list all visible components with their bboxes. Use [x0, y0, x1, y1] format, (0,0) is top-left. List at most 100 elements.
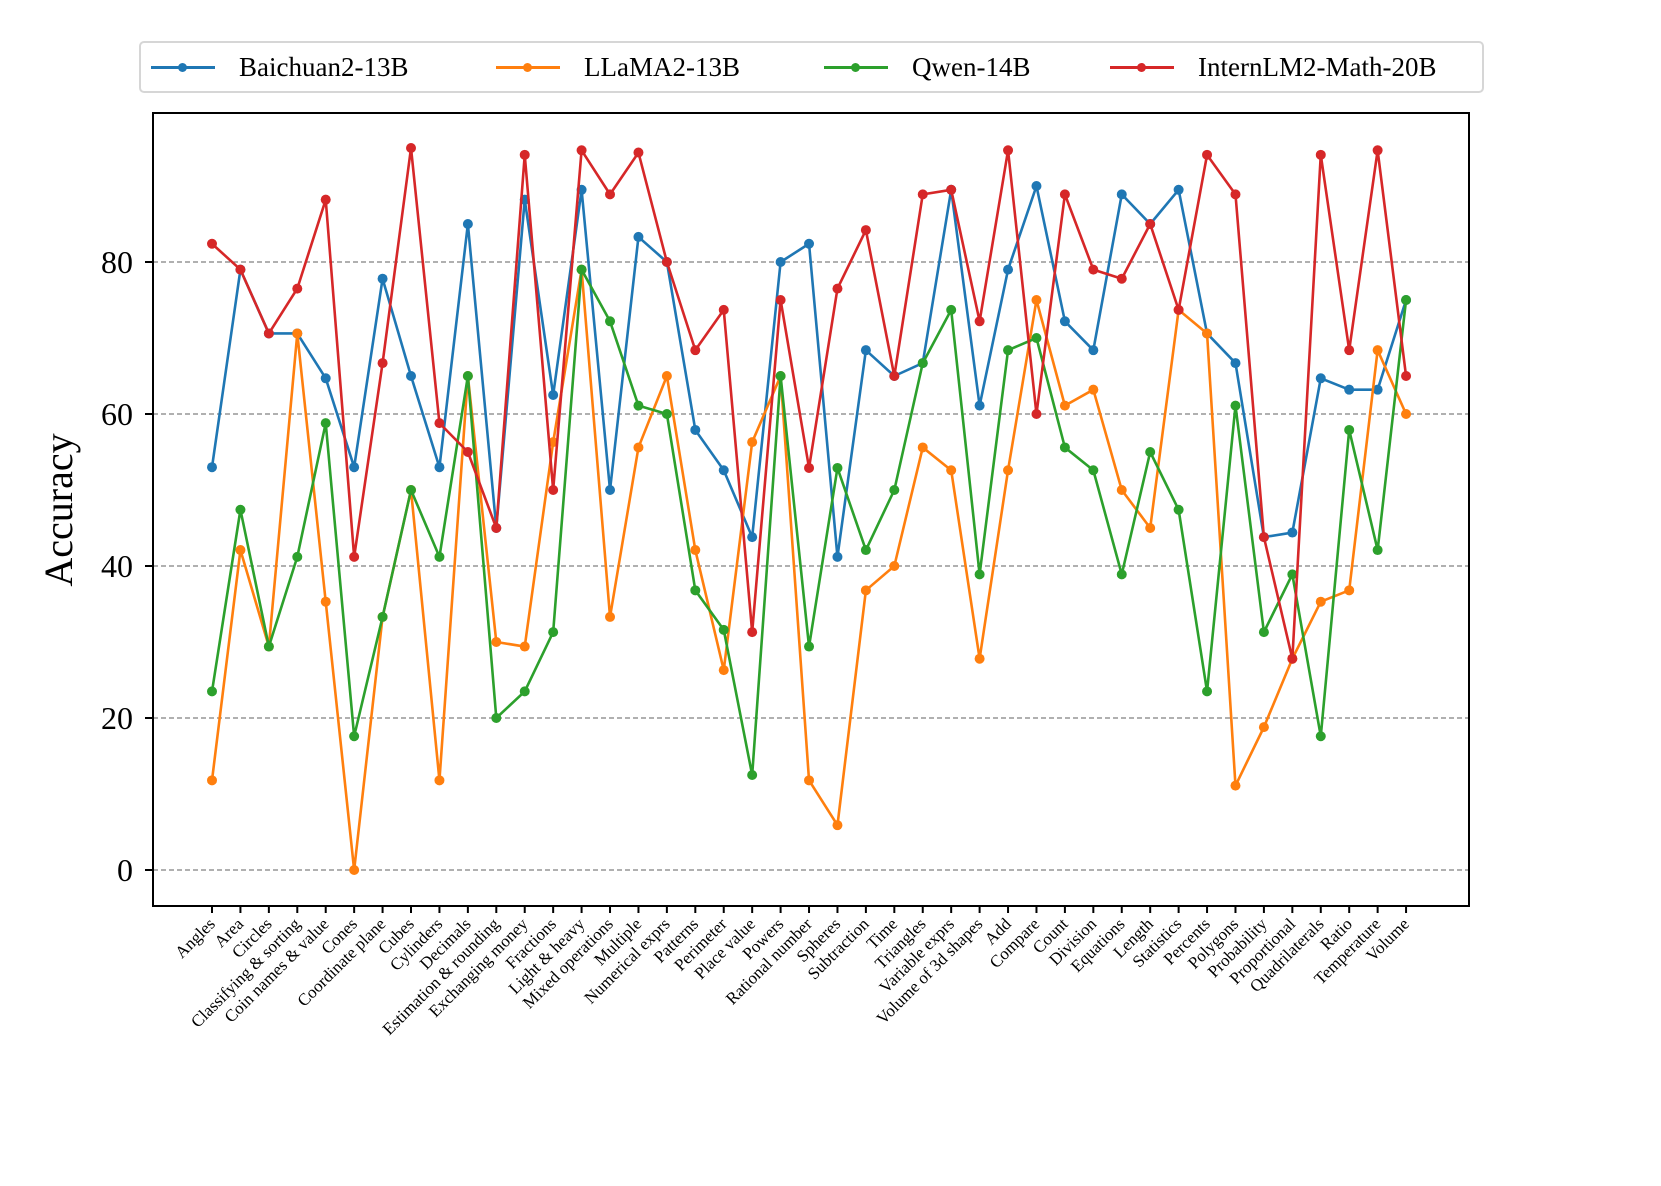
- data-point: [775, 295, 786, 305]
- data-point: [1145, 447, 1156, 457]
- legend-label: Qwen-14B: [912, 51, 1031, 82]
- data-point: [1003, 145, 1014, 156]
- data-point: [406, 371, 417, 381]
- data-point: [889, 371, 900, 381]
- data-point: [1258, 722, 1269, 733]
- data-point: [349, 865, 360, 875]
- data-point: [349, 551, 360, 562]
- data-point: [1230, 358, 1241, 369]
- data-point: [946, 184, 957, 195]
- y-axis: 0 20 40 60 80: [101, 244, 153, 888]
- data-point: [576, 264, 587, 275]
- data-point: [917, 189, 928, 200]
- data-point: [235, 545, 246, 556]
- data-point: [889, 561, 900, 571]
- y-axis-label: Accuracy: [36, 433, 81, 586]
- data-point: [832, 551, 843, 562]
- data-point: [1287, 653, 1298, 664]
- data-point: [946, 304, 957, 315]
- data-point: [1173, 304, 1184, 315]
- y-tick-label: 0: [117, 852, 133, 888]
- y-tick-label: 20: [101, 700, 133, 736]
- data-point: [718, 304, 729, 315]
- data-point: [1145, 523, 1156, 533]
- data-point: [661, 257, 672, 267]
- legend-line-marker-icon: [824, 62, 888, 72]
- data-point: [917, 442, 928, 453]
- data-point: [718, 624, 729, 635]
- data-point: [917, 358, 928, 369]
- data-point: [860, 345, 871, 356]
- series-Qwen-14B: [207, 264, 1412, 780]
- y-tick-label: 40: [101, 548, 133, 584]
- legend: Baichuan2-13B LLaMA2-13B Qwen-14B InternLM2…: [139, 41, 1484, 93]
- data-point: [633, 442, 644, 453]
- data-point: [1315, 149, 1326, 160]
- data-point: [747, 770, 758, 780]
- data-point: [377, 611, 388, 622]
- data-point: [974, 653, 985, 664]
- data-point: [292, 551, 303, 562]
- data-point: [832, 820, 843, 831]
- legend-label: Baichuan2-13B: [239, 51, 409, 82]
- plot-frame: [152, 112, 1470, 907]
- data-point: [207, 775, 217, 786]
- data-point: [349, 731, 360, 742]
- data-point: [605, 611, 616, 622]
- data-point: [633, 400, 644, 411]
- data-point: [1315, 596, 1326, 607]
- data-point: [292, 328, 303, 339]
- data-point: [1372, 545, 1383, 556]
- data-point: [747, 532, 758, 543]
- data-point: [690, 424, 701, 435]
- data-point: [349, 462, 360, 473]
- data-point: [1344, 384, 1355, 395]
- data-point: [690, 345, 701, 356]
- data-point: [434, 462, 445, 473]
- data-point: [605, 485, 616, 495]
- series-Baichuan2-13B: [207, 181, 1412, 562]
- data-point: [548, 485, 559, 495]
- data-point: [1003, 264, 1014, 275]
- data-point: [491, 713, 502, 723]
- data-point: [377, 273, 388, 284]
- data-point: [661, 409, 672, 419]
- data-point: [1202, 686, 1213, 697]
- data-point: [1145, 219, 1156, 229]
- data-point: [1116, 273, 1127, 284]
- data-point: [207, 238, 217, 249]
- data-point: [1088, 465, 1099, 476]
- data-point: [1031, 333, 1042, 343]
- data-point: [775, 371, 786, 381]
- data-point: [406, 485, 417, 495]
- data-point: [832, 283, 843, 294]
- data-point: [860, 545, 871, 556]
- data-point: [1088, 384, 1099, 395]
- data-point: [519, 686, 530, 697]
- data-point: [1372, 145, 1383, 156]
- legend-line-marker-icon: [496, 62, 560, 72]
- data-point: [1173, 184, 1184, 195]
- data-point: [1344, 345, 1355, 356]
- data-point: [1003, 345, 1014, 356]
- data-point: [548, 627, 559, 638]
- data-point: [1401, 409, 1412, 419]
- legend-label: LLaMA2-13B: [584, 51, 740, 82]
- data-point: [576, 145, 587, 156]
- data-point: [1059, 189, 1070, 200]
- data-point: [1088, 345, 1099, 356]
- data-point: [491, 637, 502, 647]
- data-point: [235, 264, 246, 275]
- data-point: [718, 665, 729, 676]
- data-point: [263, 641, 274, 652]
- y-tick-label: 80: [101, 244, 133, 280]
- data-point: [1401, 371, 1412, 381]
- data-point: [1116, 569, 1127, 580]
- data-point: [1372, 384, 1383, 395]
- data-point: [832, 462, 843, 473]
- data-point: [207, 686, 217, 697]
- data-point: [406, 143, 417, 153]
- data-point: [1116, 485, 1127, 495]
- data-point: [690, 585, 701, 596]
